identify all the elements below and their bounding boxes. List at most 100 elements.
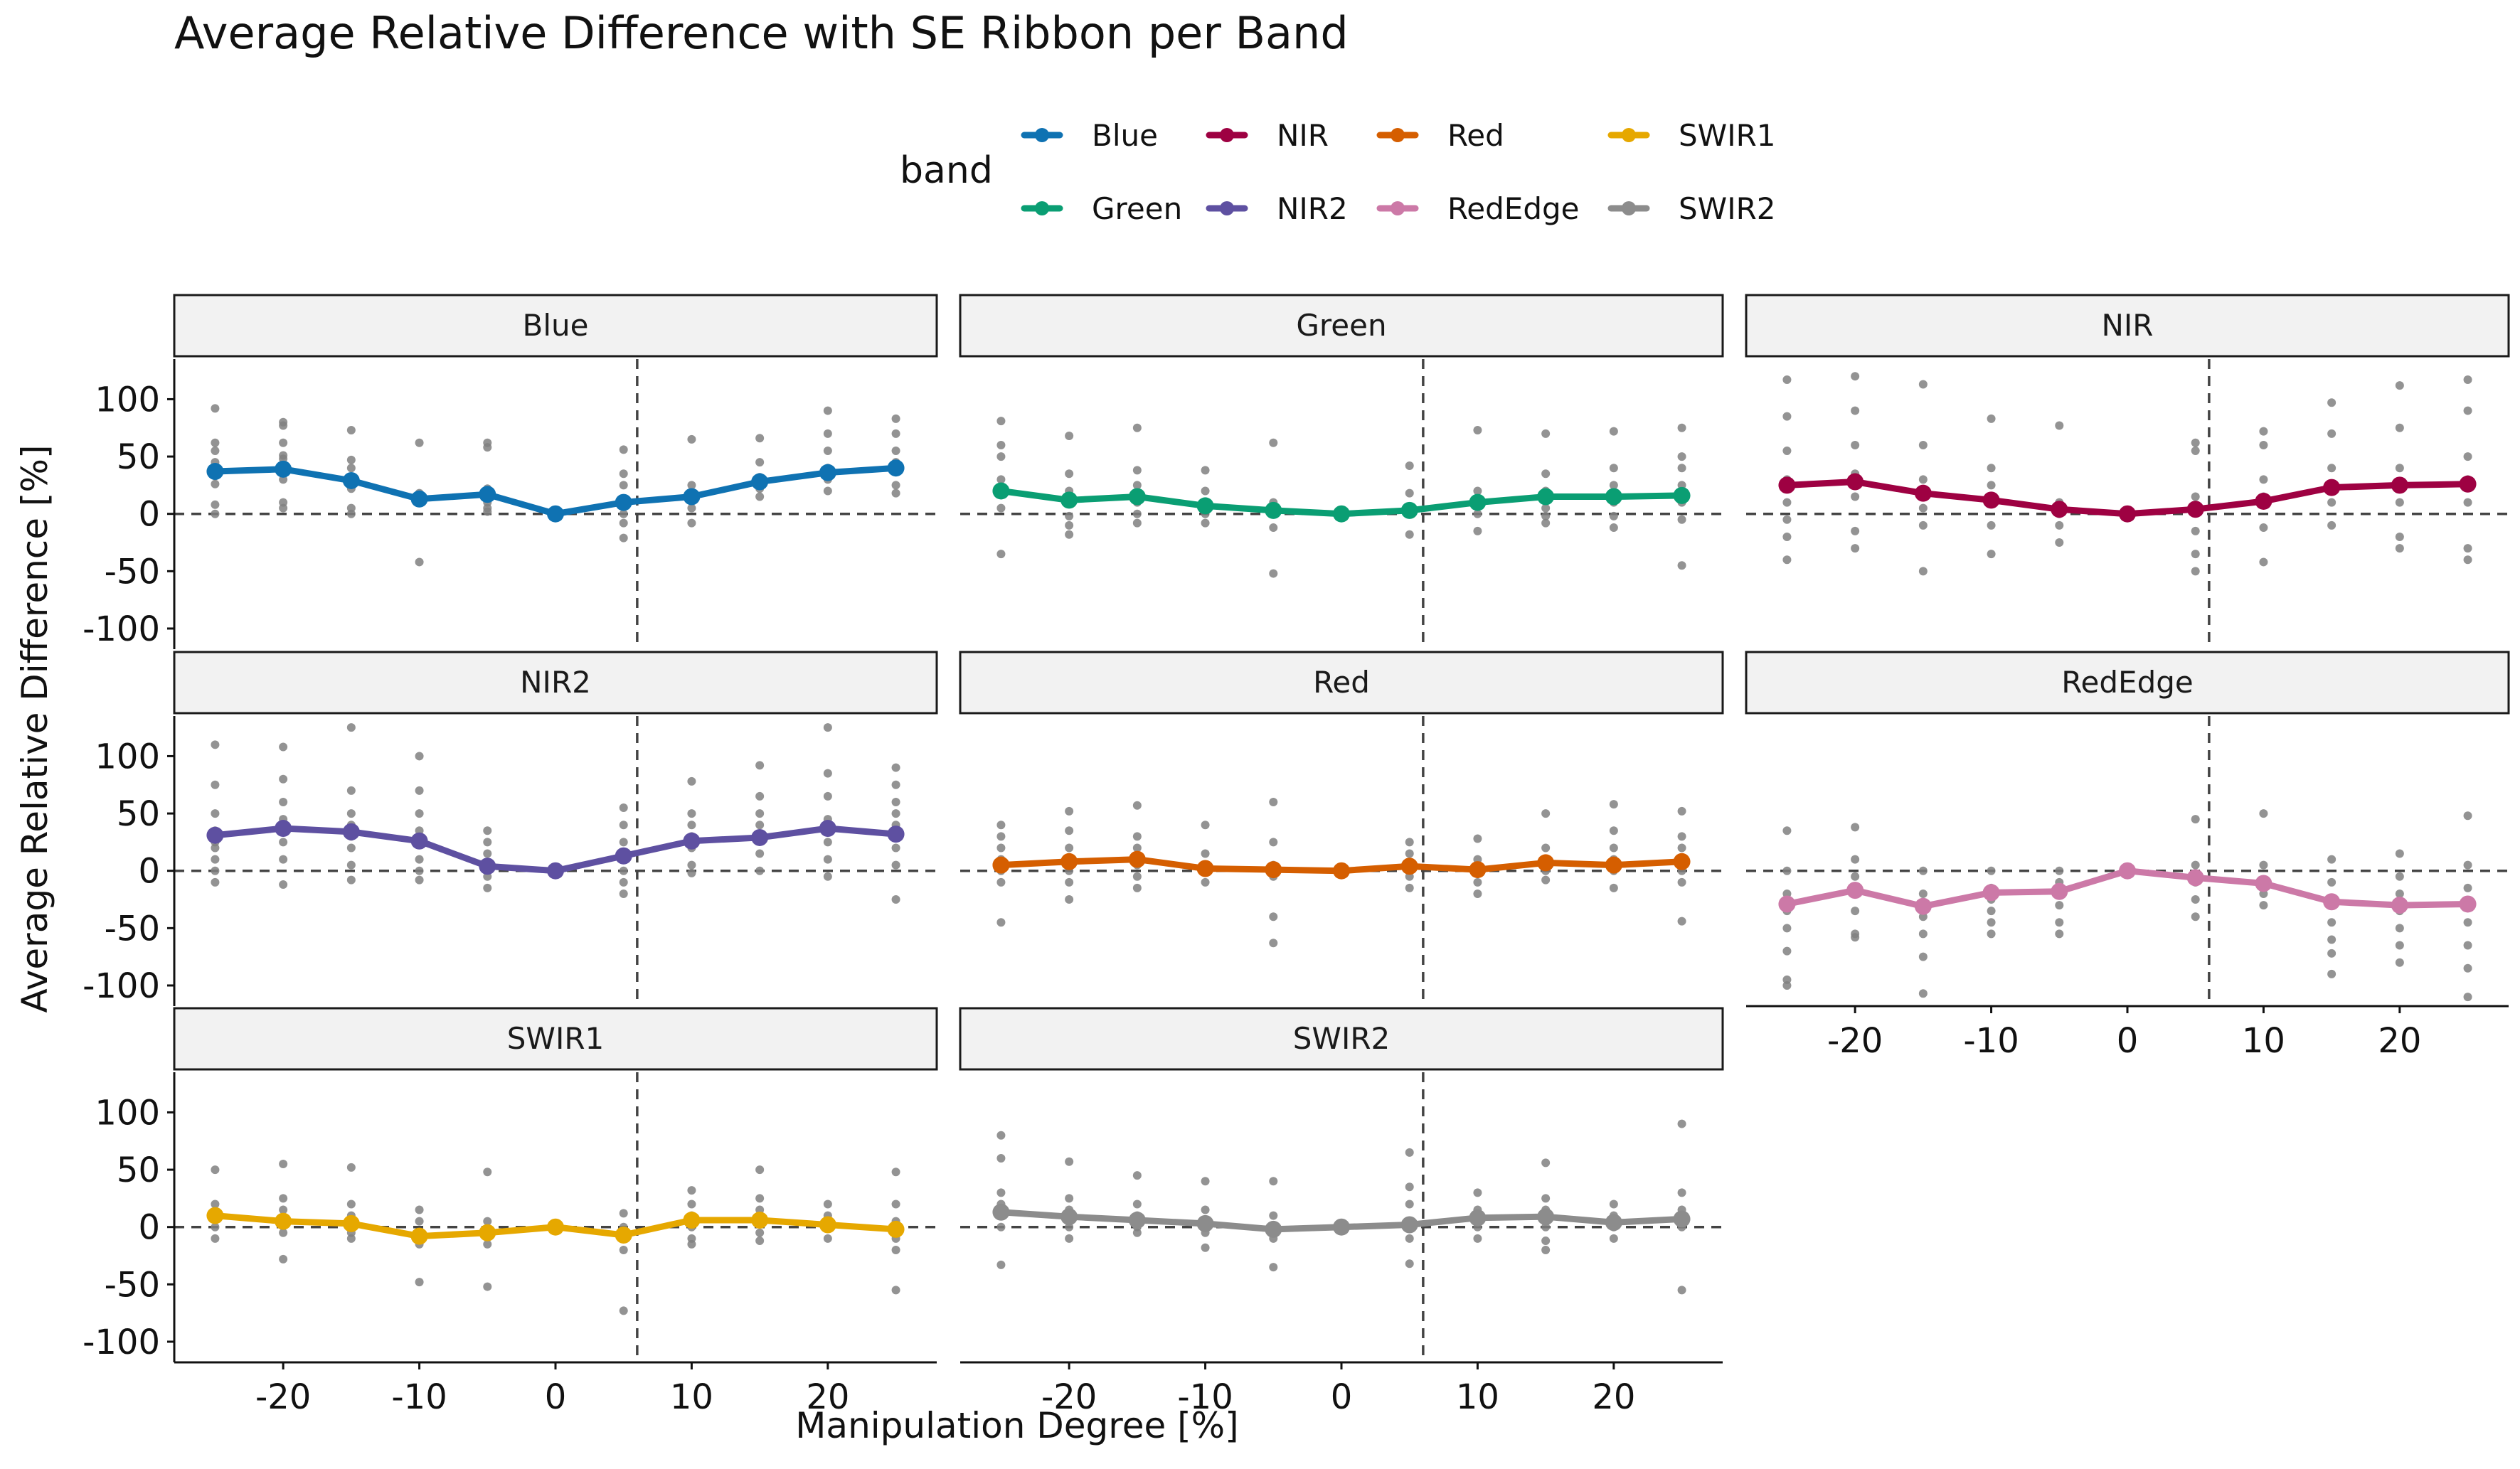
scatter-point — [996, 1153, 1006, 1163]
scatter-point — [1065, 1194, 1074, 1203]
legend-key-dot — [1220, 128, 1234, 142]
scatter-point — [211, 740, 220, 749]
scatter-point — [211, 809, 220, 818]
y-tick-label: -50 — [105, 552, 160, 592]
series-point — [2186, 501, 2204, 518]
scatter-point — [1541, 843, 1551, 853]
scatter-point — [279, 1160, 288, 1169]
scatter-point — [1473, 889, 1482, 898]
y-tick-label: 0 — [138, 852, 160, 892]
scatter-point — [1541, 809, 1551, 818]
scatter-point — [823, 1234, 832, 1243]
scatter-point — [1918, 989, 1928, 998]
series-point — [1914, 484, 1932, 502]
scatter-point — [619, 866, 628, 875]
scatter-point — [891, 860, 900, 870]
scatter-point — [996, 843, 1006, 853]
series-point — [1128, 1212, 1146, 1229]
scatter-point — [1987, 464, 1996, 473]
y-tick-label: 0 — [138, 495, 160, 535]
scatter-point — [1132, 883, 1142, 892]
scatter-point — [687, 1186, 696, 1195]
series-point — [1778, 476, 1796, 494]
scatter-point — [279, 1194, 288, 1203]
scatter-point — [2395, 498, 2404, 507]
scatter-point — [1201, 486, 1210, 496]
scatter-point — [2327, 429, 2336, 438]
scatter-point — [1609, 481, 1618, 490]
scatter-point — [1987, 550, 1996, 559]
scatter-point — [996, 918, 1006, 927]
scatter-point — [1851, 907, 1860, 916]
scatter-point — [755, 761, 765, 770]
legend-label: Blue — [1092, 118, 1158, 153]
scatter-point — [1405, 1148, 1414, 1157]
scatter-point — [1918, 889, 1928, 898]
scatter-point — [279, 1254, 288, 1264]
scatter-point — [687, 434, 696, 444]
x-tick-label: 20 — [1592, 1377, 1635, 1417]
scatter-point — [2191, 815, 2200, 824]
scatter-point — [1201, 877, 1210, 887]
scatter-point — [346, 860, 356, 870]
scatter-point — [2395, 464, 2404, 473]
series-point — [547, 1218, 564, 1236]
scatter-point — [2259, 557, 2268, 567]
series-point — [1982, 491, 2000, 509]
series-point — [2391, 897, 2408, 914]
scatter-point — [1782, 532, 1792, 541]
scatter-point — [687, 503, 696, 513]
scatter-point — [1541, 875, 1551, 885]
legend-label: SWIR2 — [1679, 191, 1775, 226]
scatter-point — [1541, 1245, 1551, 1254]
series-point — [819, 1216, 836, 1234]
scatter-point — [1851, 440, 1860, 449]
scatter-point — [1405, 838, 1414, 847]
series-point — [479, 858, 496, 875]
scatter-point — [1782, 375, 1792, 385]
scatter-point — [1405, 1259, 1414, 1268]
scatter-point — [1473, 877, 1482, 887]
scatter-point — [415, 557, 424, 567]
scatter-point — [1065, 843, 1074, 853]
scatter-point — [996, 877, 1006, 887]
x-tick-label: 20 — [2378, 1021, 2421, 1061]
scatter-point — [1541, 1236, 1551, 1246]
scatter-point — [619, 1306, 628, 1315]
facet-strip — [173, 651, 938, 715]
scatter-point — [415, 752, 424, 761]
scatter-point — [1782, 826, 1792, 835]
facet-panel: Red — [959, 651, 1724, 1006]
scatter-point — [1201, 466, 1210, 475]
scatter-point — [1609, 523, 1618, 533]
series-point — [2459, 475, 2477, 493]
scatter-point — [346, 1163, 356, 1172]
y-tick-label: 100 — [95, 737, 160, 776]
scatter-point — [755, 1228, 765, 1237]
scatter-point — [619, 1209, 628, 1218]
scatter-point — [1851, 872, 1860, 881]
scatter-point — [687, 776, 696, 786]
scatter-point — [1065, 1234, 1074, 1243]
scatter-point — [1405, 530, 1414, 539]
scatter-point — [755, 1236, 765, 1246]
scatter-point — [1987, 929, 1996, 939]
legend-key-dot — [1220, 201, 1234, 215]
scatter-point — [2327, 935, 2336, 944]
facet-panel: SWIR2 -20 -10 0 10 20 — [959, 1007, 1724, 1417]
scatter-point — [1782, 866, 1792, 875]
facet-panel: Green — [959, 294, 1724, 649]
scatter-point — [2259, 523, 2268, 533]
scatter-point — [279, 503, 288, 513]
scatter-point — [687, 1239, 696, 1249]
scatter-point — [823, 855, 832, 864]
scatter-point — [1609, 800, 1618, 809]
scatter-point — [1851, 526, 1860, 535]
scatter-point — [346, 509, 356, 518]
series-point — [1265, 861, 1282, 879]
scatter-point — [1473, 509, 1482, 518]
series-point — [1673, 1210, 1691, 1228]
scatter-point — [1541, 518, 1551, 528]
